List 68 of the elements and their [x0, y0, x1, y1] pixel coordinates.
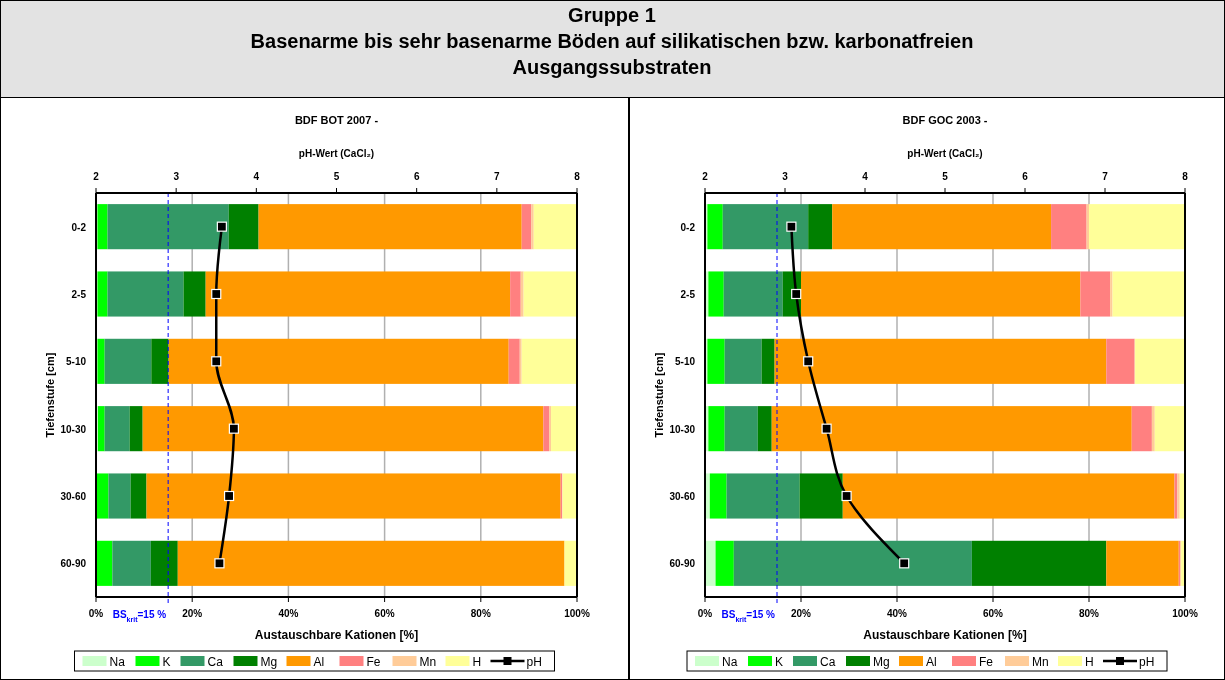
- x2-tick-label: 8: [574, 171, 581, 182]
- legend-label: Mn: [419, 655, 437, 669]
- x2-tick-label: 2: [702, 171, 709, 182]
- y-tick-label: 30-60: [60, 491, 87, 502]
- x2-tick-label: 7: [1102, 171, 1109, 182]
- legend-label: Na: [722, 655, 738, 669]
- x2-tick-label: 6: [413, 171, 420, 182]
- x-tick-label: 100%: [1172, 608, 1198, 619]
- x-tick-label: 60%: [374, 608, 395, 619]
- x-tick-label: 0%: [697, 608, 713, 619]
- legend-label: pH: [1139, 655, 1155, 669]
- x2-axis-title: pH-Wert (CaCl₂): [907, 148, 983, 159]
- text: Basenarme bis sehr basenarme Böden auf silikatischen bzw. karbonatfreien Ausgangssubstraten: [250, 30, 974, 78]
- legend-label: K: [162, 655, 171, 669]
- legend-label: Mg: [260, 655, 278, 669]
- x2-tick-label: 7: [494, 171, 501, 182]
- x-tick-label: 40%: [886, 608, 908, 619]
- y-tick-label: 2-5: [680, 289, 696, 300]
- legend-label: K: [775, 655, 784, 669]
- x2-tick-label: 3: [173, 171, 180, 182]
- ref-line-label: BS$_{krit}$=15 %: [112, 609, 167, 623]
- y-tick-label: 60-90: [60, 558, 87, 570]
- chart-title: BDF BOT 2007 -: [294, 114, 379, 126]
- x-tick-label: 80%: [1078, 608, 1100, 619]
- y-tick-label: 10-30: [669, 423, 696, 435]
- y-axis-title: Tiefenstufe [cm]: [653, 352, 665, 438]
- legend-label: Al: [926, 655, 937, 669]
- chart-title: BDF GOC 2003 -: [902, 114, 988, 126]
- legend-label: Na: [109, 655, 126, 669]
- legend-label: H: [1085, 655, 1094, 669]
- x2-tick-label: 4: [253, 171, 260, 182]
- legend-label: Ca: [820, 655, 836, 669]
- legend-label: Ca: [207, 655, 224, 669]
- y-tick-label: 10-30: [60, 423, 87, 435]
- y-tick-label: 0-2: [71, 221, 87, 233]
- y-tick-label: 0-2: [680, 221, 696, 233]
- y-tick-label: 60-90: [669, 558, 696, 570]
- x2-tick-label: 3: [782, 171, 789, 182]
- x-tick-label: 0%: [88, 608, 104, 619]
- x-tick-label: 20%: [182, 608, 203, 619]
- legend-label: Al: [313, 655, 325, 669]
- y-tick-label: 5-10: [65, 356, 87, 368]
- legend-label: Mg: [873, 655, 890, 669]
- text: Gruppe 1: [568, 4, 656, 26]
- legend-label: Fe: [366, 655, 381, 669]
- x2-axis-title: pH-Wert (CaCl₂): [298, 148, 375, 159]
- x-axis-title: Austauschbare Kationen [%]: [254, 628, 419, 642]
- ref-line-label: BS$_{krit}$=15 %: [721, 609, 776, 623]
- x2-tick-label: 8: [1182, 171, 1189, 182]
- x2-tick-label: 4: [862, 171, 869, 182]
- x-axis-title: Austauschbare Kationen [%]: [863, 628, 1027, 642]
- x-tick-label: 100%: [564, 608, 590, 619]
- x2-tick-label: 5: [333, 171, 340, 182]
- y-axis-title: Tiefenstufe [cm]: [44, 352, 56, 438]
- y-tick-label: 2-5: [71, 289, 87, 300]
- legend-label: pH: [526, 655, 542, 669]
- x-tick-label: 60%: [982, 608, 1004, 619]
- y-tick-label: 30-60: [669, 491, 696, 502]
- legend-label: H: [472, 655, 482, 669]
- legend-label: Mn: [1032, 655, 1049, 669]
- x-tick-label: 20%: [790, 608, 812, 619]
- y-tick-label: 5-10: [674, 356, 696, 368]
- x2-tick-label: 2: [93, 171, 100, 182]
- x2-tick-label: 6: [1022, 171, 1029, 182]
- x-tick-label: 40%: [278, 608, 299, 619]
- x2-tick-label: 5: [942, 171, 949, 182]
- x-tick-label: 80%: [470, 608, 491, 619]
- legend-label: Fe: [979, 655, 994, 669]
